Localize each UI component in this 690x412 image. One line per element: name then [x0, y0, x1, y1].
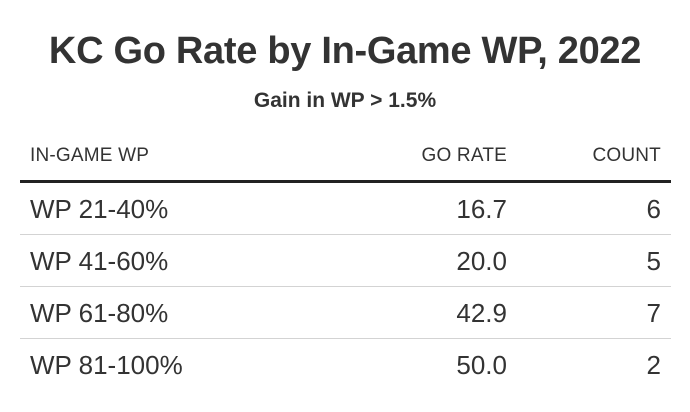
count-cell: 2 [646, 350, 661, 380]
go-rate-cell: 42.9 [456, 298, 507, 328]
wp-range-cell: WP 61-80% [30, 298, 169, 328]
go-rate-cell: 20.0 [456, 246, 507, 276]
table-title: KC Go Rate by In-Game WP, 2022 [48, 30, 642, 72]
table-row: WP 81-100% 50.0 2 [20, 339, 671, 390]
count-cell: 5 [646, 246, 661, 276]
go-rate-table: IN-GAME WP GO RATE COUNT WP 21-40% 16.7 … [20, 132, 671, 390]
go-rate-cell: 50.0 [456, 350, 507, 380]
column-header-in-game-wp: IN-GAME WP [30, 145, 150, 166]
column-header-count: COUNT [592, 145, 661, 166]
go-rate-cell: 16.7 [456, 194, 507, 224]
wp-range-cell: WP 21-40% [30, 194, 169, 224]
table-row: WP 61-80% 42.9 7 [20, 287, 671, 339]
wp-range-cell: WP 81-100% [30, 350, 183, 380]
table-header-row: IN-GAME WP GO RATE COUNT [20, 132, 671, 183]
count-cell: 7 [646, 298, 661, 328]
table-row: WP 41-60% 20.0 5 [20, 235, 671, 287]
wp-range-cell: WP 41-60% [30, 246, 169, 276]
count-cell: 6 [646, 194, 661, 224]
table-subtitle: Gain in WP > 1.5% [253, 89, 437, 112]
column-header-go-rate: GO RATE [421, 145, 507, 166]
table-row: WP 21-40% 16.7 6 [20, 183, 671, 235]
